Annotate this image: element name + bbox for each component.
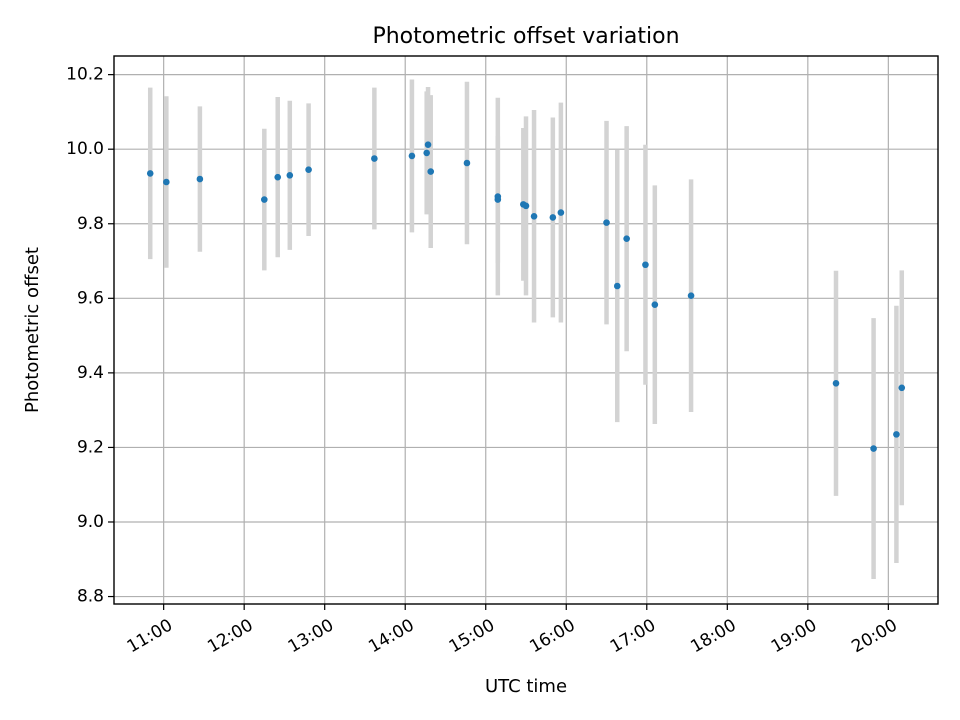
- data-point: [261, 196, 268, 203]
- data-point: [893, 431, 900, 438]
- data-point: [870, 445, 877, 452]
- data-point: [305, 166, 312, 174]
- data-point: [898, 384, 906, 392]
- y-tick-label: 9.0: [77, 512, 104, 532]
- data-point: [603, 219, 610, 226]
- data-point: [494, 196, 502, 203]
- y-tick-label: 10.0: [66, 139, 104, 159]
- data-point: [557, 209, 565, 216]
- y-tick-label: 9.2: [77, 437, 104, 457]
- x-axis-label: UTC time: [485, 676, 567, 697]
- data-point: [613, 282, 621, 290]
- data-point: [687, 292, 695, 300]
- y-tick-label: 8.8: [77, 587, 104, 607]
- data-point: [424, 141, 432, 149]
- data-point: [408, 152, 416, 160]
- data-point: [832, 380, 840, 387]
- data-point: [196, 175, 204, 183]
- data-point: [651, 301, 659, 308]
- data-point: [286, 171, 294, 179]
- data-point: [423, 149, 430, 157]
- y-axis-label: Photometric offset: [22, 247, 43, 413]
- data-point: [371, 155, 378, 162]
- data-point: [146, 170, 154, 177]
- data-point: [623, 235, 630, 242]
- data-point: [463, 159, 471, 167]
- data-point: [427, 168, 435, 175]
- y-tick-label: 9.4: [77, 363, 104, 383]
- plot-frame: [113, 55, 939, 605]
- chart-title: Photometric offset variation: [372, 24, 679, 49]
- y-tick-label: 9.6: [77, 288, 104, 308]
- data-point: [274, 173, 282, 181]
- y-tick-label: 9.8: [77, 214, 104, 234]
- point-layer: [146, 141, 906, 452]
- data-point: [549, 214, 557, 221]
- data-point: [522, 202, 530, 210]
- y-tick-label: 10.2: [66, 65, 104, 85]
- data-point: [642, 261, 649, 269]
- data-point: [530, 212, 538, 220]
- data-point: [163, 178, 170, 186]
